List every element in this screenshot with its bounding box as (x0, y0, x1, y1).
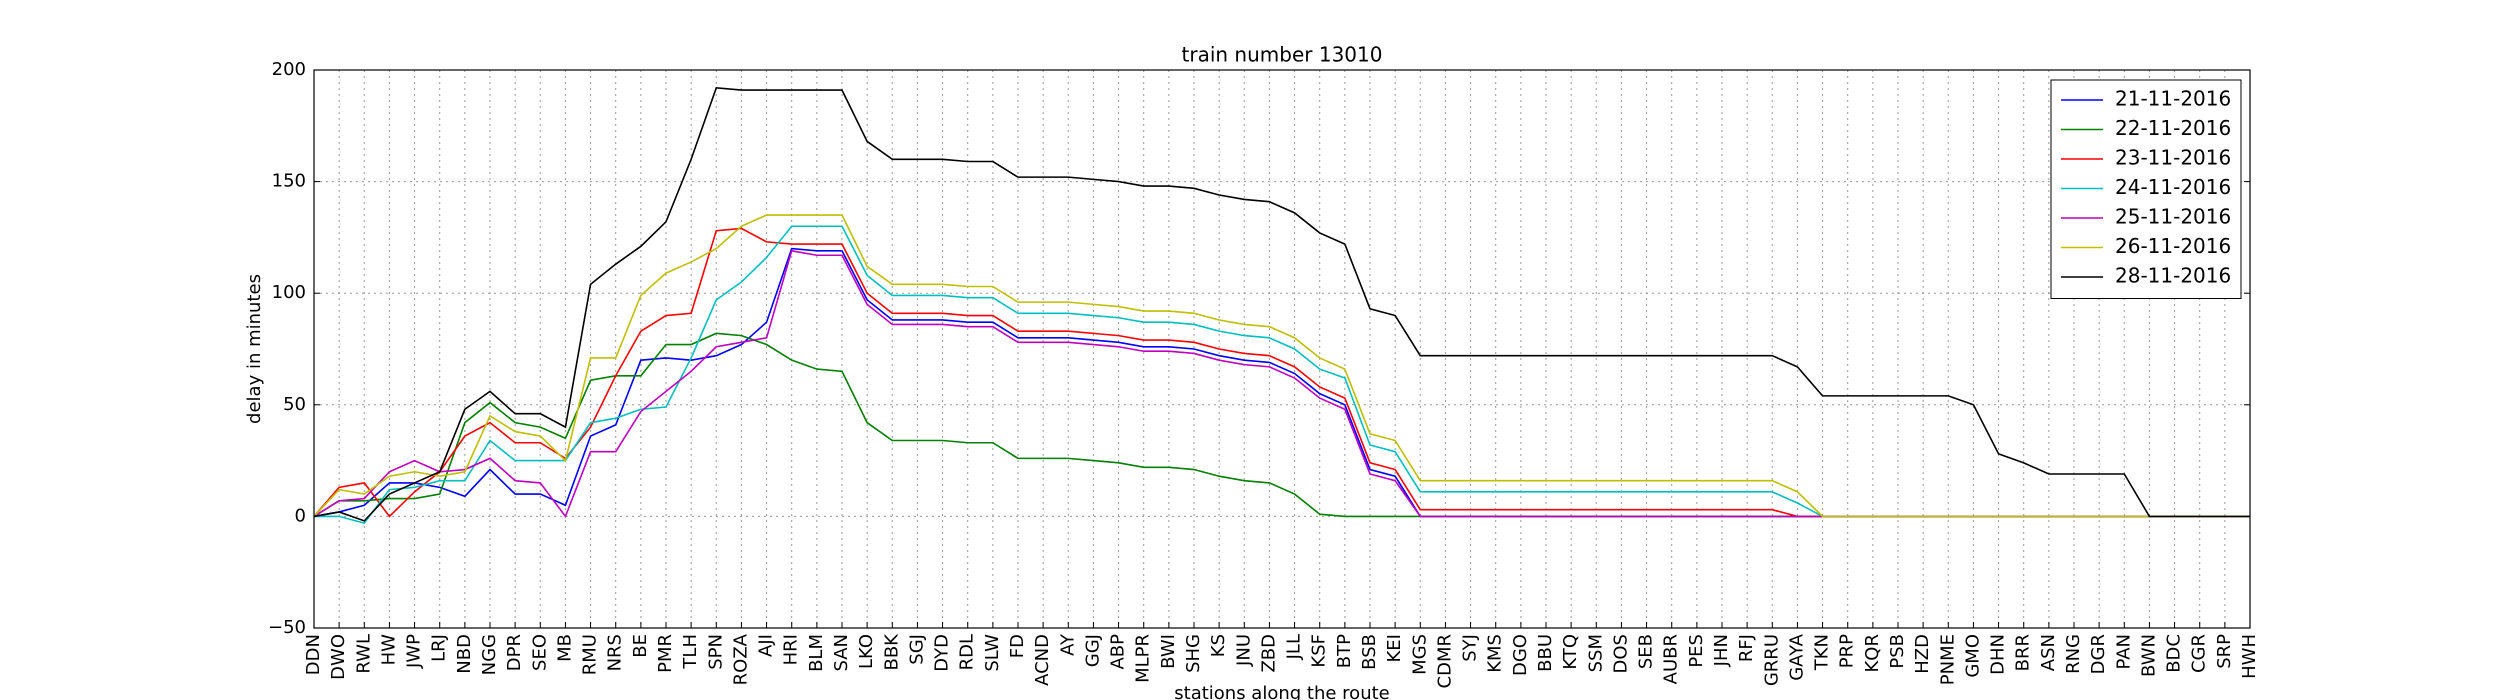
x-tick-label: AUBR (1661, 634, 1682, 684)
series-line (313, 87, 2250, 522)
x-tick-label: HWH (2239, 634, 2260, 679)
y-tick-label: 200 (272, 59, 306, 80)
x-tick-label: NRS (605, 634, 626, 671)
x-tick-label: HRI (781, 634, 802, 665)
x-tick-label: HW (378, 634, 399, 666)
x-tick-label: CDMR (1434, 634, 1455, 688)
x-tick-label: BRR (2013, 634, 2034, 671)
x-tick-label: DHN (1988, 634, 2009, 675)
x-tick-label: JNU (1233, 634, 1254, 667)
x-tick-label: SLW (982, 634, 1003, 672)
x-tick-label: RMU (580, 634, 601, 675)
x-tick-label: NBD (454, 634, 475, 674)
x-tick-label: SSM (1585, 634, 1606, 672)
x-tick-label: ACND (1032, 634, 1053, 686)
x-tick-label: TKN (1812, 634, 1833, 671)
x-tick-label: LKO (856, 634, 877, 669)
x-tick-label: KSF (1309, 634, 1330, 668)
x-tick-label: TLH (680, 634, 701, 670)
x-tick-label: DOS (1610, 634, 1631, 673)
x-tick-label: BWN (2138, 634, 2159, 677)
x-tick-label: ZBD (1258, 634, 1279, 673)
x-tick-label: BBK (881, 633, 902, 671)
legend-label: 23-11-2016 (2115, 146, 2231, 170)
x-tick-label: RDL (957, 634, 978, 670)
y-tick-label: −50 (268, 617, 306, 638)
x-tick-label: BE (630, 634, 651, 658)
x-tick-label: PMR (655, 634, 676, 673)
x-tick-label: DYD (932, 634, 953, 672)
y-tick-label: 100 (272, 282, 306, 303)
x-tick-label: JHN (1711, 634, 1732, 667)
x-tick-label: PAN (2113, 634, 2134, 669)
x-tick-label: PSB (1887, 634, 1908, 669)
x-tick-label: BBU (1535, 634, 1556, 672)
x-tick-label: GRRU (1761, 634, 1782, 686)
x-tick-label: GAYA (1786, 633, 1807, 680)
x-tick-label: MLPR (1133, 634, 1154, 683)
x-tick-label: FD (1007, 634, 1028, 658)
x-axis-label: stations along the route (1174, 683, 1389, 700)
x-tick-label: KQR (1862, 634, 1883, 672)
chart-title: train number 13010 (1182, 43, 1383, 67)
x-tick-label: JLL (1284, 634, 1305, 660)
x-tick-label: BDC (2164, 634, 2185, 673)
legend-label: 24-11-2016 (2115, 175, 2231, 199)
x-tick-label: GMO (1962, 634, 1983, 678)
x-tick-label: SPN (705, 634, 726, 670)
x-tick-label: DWO (328, 634, 349, 680)
x-tick-label: NGG (479, 634, 500, 675)
x-tick-label: GGJ (1082, 634, 1103, 667)
x-tick-label: BSB (1359, 634, 1380, 670)
x-tick-label: MB (554, 634, 575, 662)
legend-label: 25-11-2016 (2115, 205, 2231, 229)
series-line (313, 214, 2250, 518)
x-tick-label: SGJ (906, 634, 927, 665)
x-tick-label: DDN (303, 634, 324, 675)
x-tick-label: RFJ (1736, 634, 1757, 662)
x-tick-label: SYJ (1460, 634, 1481, 662)
x-tick-label: PRP (1837, 634, 1858, 668)
x-tick-label: MGS (1409, 634, 1430, 675)
x-tick-label: HZD (1912, 634, 1933, 674)
x-tick-label: PNME (1937, 634, 1958, 685)
x-tick-label: SEB (1636, 634, 1657, 669)
legend-label: 28-11-2016 (2115, 264, 2231, 288)
legend-label: 22-11-2016 (2115, 116, 2231, 140)
x-tick-label: LRJ (429, 634, 450, 662)
x-tick-label: KEI (1384, 634, 1405, 663)
y-tick-label: 50 (283, 394, 306, 415)
x-tick-label: SAN (831, 634, 852, 672)
x-tick-label: ROZA (730, 633, 751, 685)
x-tick-label: AJI (756, 634, 777, 657)
x-tick-label: SHG (1183, 634, 1204, 673)
x-tick-label: BLM (806, 634, 827, 672)
x-tick-label: AY (1057, 633, 1078, 656)
x-tick-label: CGR (2189, 634, 2210, 673)
x-tick-label: BWI (1158, 634, 1179, 669)
y-tick-label: 0 (295, 505, 306, 526)
x-tick-label: ABP (1108, 634, 1129, 670)
x-tick-label: PES (1686, 634, 1707, 668)
x-tick-label: RNG (2063, 634, 2084, 674)
x-tick-label: KMS (1485, 634, 1506, 673)
y-axis-label: delay in minutes (244, 274, 265, 424)
x-tick-label: DGO (1510, 634, 1531, 676)
x-tick-label: KS (1208, 634, 1229, 657)
y-tick-label: 150 (272, 171, 306, 192)
legend-label: 21-11-2016 (2115, 87, 2231, 111)
x-tick-label: BTP (1334, 634, 1355, 668)
legend-label: 26-11-2016 (2115, 234, 2231, 258)
x-tick-label: ASN (2038, 634, 2059, 671)
x-tick-label: JWP (404, 634, 425, 669)
x-tick-label: RWL (353, 634, 374, 674)
x-tick-label: KTQ (1560, 634, 1581, 670)
plot-frame (313, 69, 2251, 629)
x-tick-label: SRP (2214, 634, 2235, 669)
x-tick-label: SEO (529, 634, 550, 671)
x-tick-label: DGR (2088, 634, 2109, 674)
x-tick-label: DPR (504, 634, 525, 671)
